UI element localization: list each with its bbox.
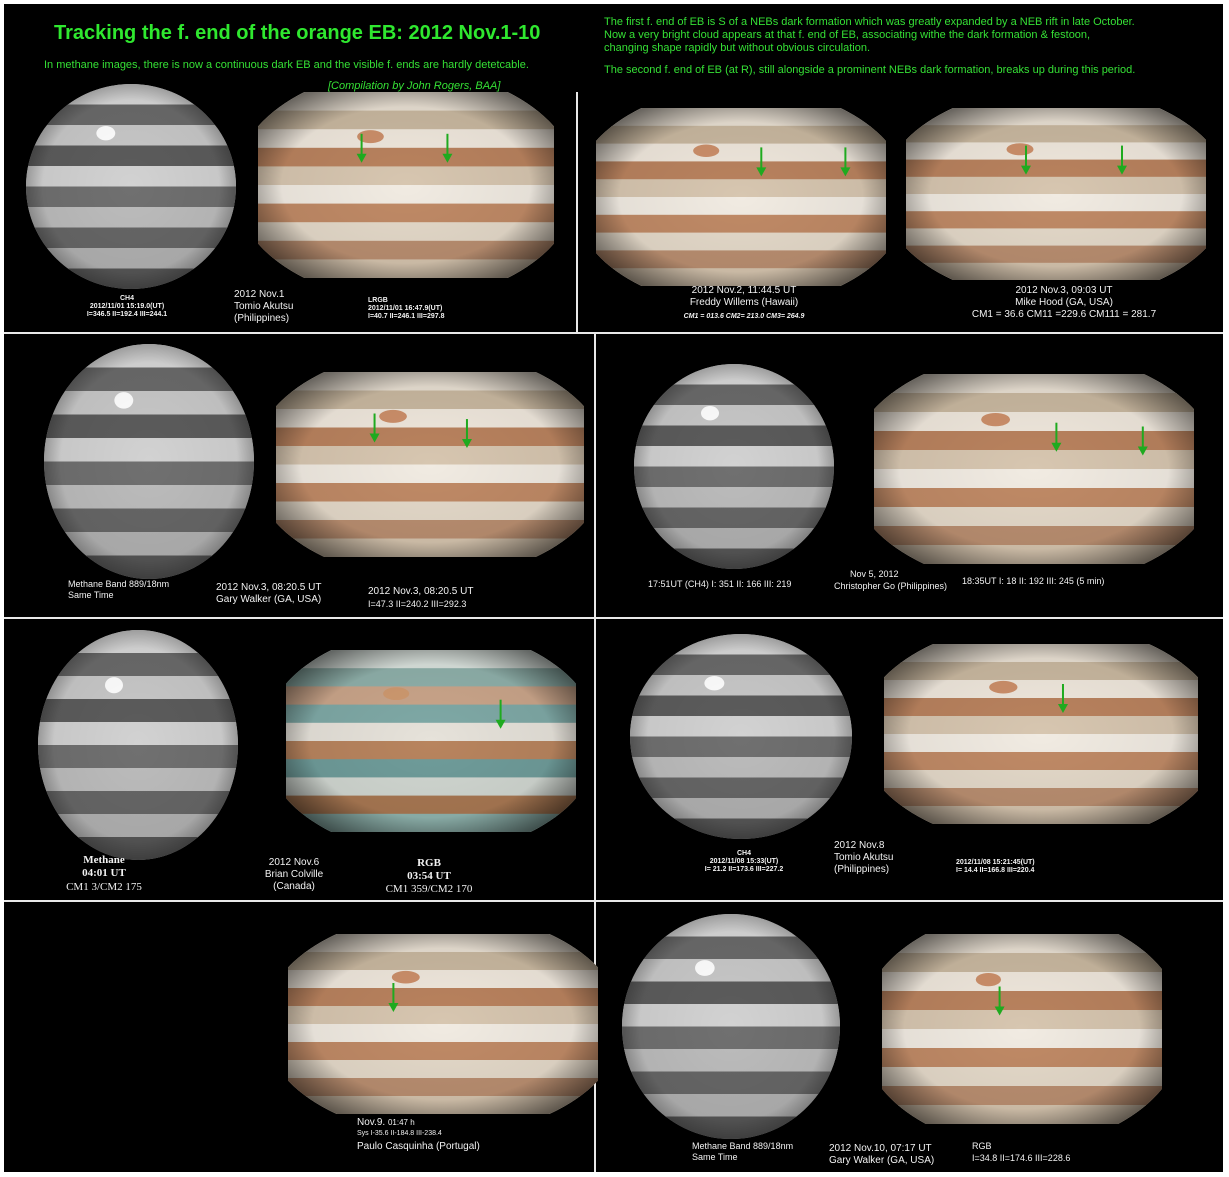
color-planet-image <box>286 650 576 832</box>
divider-vertical <box>576 92 578 332</box>
caption-observer: Brian Colville <box>264 869 324 880</box>
color-planet-image <box>884 644 1198 824</box>
caption-date: 2012 Nov.3, 08:20.5 UT <box>216 582 322 593</box>
marker-arrow-head-icon <box>840 167 851 177</box>
methane-planet-image <box>26 84 236 289</box>
caption-time: 01:47 h <box>387 1118 415 1127</box>
caption-rgb-time: 03:54 UT <box>407 870 451 882</box>
marker-arrow-head-icon <box>994 1006 1005 1016</box>
caption-rgb-cm: CM1 359/CM2 170 <box>385 883 473 895</box>
caption-cm: CM1 = 013.6 CM2= 213.0 CM3= 264.9 <box>683 313 805 320</box>
marker-arrow-head-icon <box>756 167 767 177</box>
marker-arrow-head-icon <box>356 153 367 163</box>
caption-methane-time: 04:01 UT <box>82 867 126 879</box>
marker-arrow-head-icon <box>1051 442 1062 452</box>
caption-rgb: RGB <box>417 857 441 869</box>
caption-date: 2012 Nov.3, 08:20.5 UT <box>368 586 474 597</box>
caption-same-time: Same Time <box>68 590 114 600</box>
caption-cm: CM1 = 36.6 CM11 =229.6 CM111 = 281.7 <box>971 309 1157 320</box>
caption-ch4-time: 2012/11/01 15:19.0(UT) <box>89 303 165 310</box>
caption-date: 2012 Nov.6 <box>268 857 320 868</box>
caption-sys: Sys I-35.6 II-184.8 III-238.4 <box>357 1130 442 1137</box>
note-line: The second f. end of EB (at R), still al… <box>604 64 1136 76</box>
compilation-board: Tracking the f. end of the orange EB: 20… <box>4 4 1223 1172</box>
note-line: Now a very bright cloud appears at that … <box>604 29 1091 41</box>
marker-arrow-head-icon <box>388 1003 399 1012</box>
marker-arrow-head-icon <box>1021 165 1031 175</box>
caption-ch4-cm: I= 21.2 II=173.6 III=227.2 <box>704 866 784 873</box>
caption-ch4-time: 2012/11/08 15:33(UT) <box>709 858 779 865</box>
caption-date: 2012 Nov.3, 09:03 UT <box>1015 285 1113 296</box>
caption-location: (Canada) <box>273 881 315 892</box>
caption-rgb: RGB <box>972 1141 992 1151</box>
divider-vertical <box>594 334 596 1172</box>
caption-ch4-label: CH4 <box>736 850 751 857</box>
caption-date: Nov.9. 01:47 h <box>357 1117 415 1129</box>
caption-ch4: 17:51UT (CH4) I: 351 II: 166 III: 219 <box>648 579 792 589</box>
color-planet-image <box>596 108 886 286</box>
caption-rgb-time: 2012/11/08 15:21:45(UT) <box>956 859 1035 866</box>
page-subtitle: In methane images, there is now a contin… <box>44 59 529 71</box>
methane-planet-image <box>44 344 254 579</box>
caption-observer: Christopher Go (Philippines) <box>834 581 948 591</box>
marker-arrow-head-icon <box>495 719 506 729</box>
caption-location: (Philippines) <box>834 864 890 875</box>
divider-horizontal <box>4 900 1223 902</box>
marker-arrow-head-icon <box>442 153 453 163</box>
caption-lrgb-label: LRGB <box>368 297 388 304</box>
caption-date: 2012 Nov.10, 07:17 UT <box>829 1143 932 1154</box>
divider-horizontal <box>4 332 1223 334</box>
caption-lrgb-cm: I=40.7 II=246.1 III=297.8 <box>368 313 445 320</box>
caption-date: 2012 Nov.8 <box>834 840 885 851</box>
marker-arrow-head-icon <box>1057 704 1068 713</box>
caption-ch4-label: CH4 <box>119 295 134 302</box>
methane-planet-image <box>622 914 840 1139</box>
caption-observer: Gary Walker (GA, USA) <box>216 594 322 605</box>
marker-arrow-head-icon <box>1117 165 1127 175</box>
methane-planet-image <box>38 630 238 860</box>
caption-date: Nov 5, 2012 <box>850 569 899 579</box>
caption-observer: Tomio Akutsu <box>234 301 294 312</box>
caption-location: (Philippines) <box>234 313 290 324</box>
caption-methane-label: Methane Band 889/18nm <box>692 1141 794 1151</box>
caption-methane-cm: CM1 3/CM2 175 <box>66 881 142 893</box>
page-title: Tracking the f. end of the orange EB: 20… <box>54 22 541 44</box>
caption-observer: Paulo Casquinha (Portugal) <box>357 1141 480 1152</box>
caption-methane: Methane <box>83 854 125 866</box>
note-line: changing shape rapidly but without obvio… <box>604 42 870 54</box>
caption-observer: Freddy Willems (Hawaii) <box>689 297 799 308</box>
notes-block: The first f. end of EB is S of a NEBs da… <box>604 16 1204 77</box>
note-line: The first f. end of EB is S of a NEBs da… <box>604 16 1135 28</box>
color-planet-image <box>288 934 598 1114</box>
caption-date: 2012 Nov.1 <box>234 289 285 300</box>
color-planet-image <box>906 108 1206 280</box>
divider-horizontal <box>4 617 1223 619</box>
caption-rgb: 18:35UT I: 18 II: 192 III: 245 (5 min) <box>962 576 1105 586</box>
methane-planet-image <box>630 634 852 839</box>
caption-methane-label: Methane Band 889/18nm <box>68 579 170 589</box>
caption-observer: Tomio Akutsu <box>834 852 894 863</box>
credit-line: [Compilation by John Rogers, BAA] <box>328 80 501 92</box>
color-planet-image <box>874 374 1194 564</box>
caption-observer: Gary Walker (GA, USA) <box>829 1155 935 1166</box>
caption-date-text: Nov.9. <box>357 1117 386 1128</box>
marker-arrow-head-icon <box>461 439 472 449</box>
caption-cm: I=34.8 II=174.6 III=228.6 <box>972 1153 1071 1163</box>
methane-planet-image <box>634 364 834 569</box>
caption-lrgb-time: 2012/11/01 16:47.9(UT) <box>368 305 443 312</box>
caption-cm: I=47.3 II=240.2 III=292.3 <box>368 599 467 609</box>
color-planet-image <box>882 934 1162 1124</box>
caption-observer: Mike Hood (GA, USA) <box>1015 297 1113 308</box>
marker-arrow-head-icon <box>369 433 380 443</box>
caption-rgb-cm: I= 14.4 II=166.8 III=220.4 <box>956 867 1035 874</box>
color-planet-image <box>258 92 554 278</box>
color-planet-image <box>276 372 584 557</box>
marker-arrow-head-icon <box>1137 446 1148 456</box>
caption-ch4-cm: I=346.5 II=192.4 III=244.1 <box>86 311 168 318</box>
caption-date: 2012 Nov.2, 11:44.5 UT <box>691 285 797 296</box>
caption-same-time: Same Time <box>692 1152 738 1162</box>
